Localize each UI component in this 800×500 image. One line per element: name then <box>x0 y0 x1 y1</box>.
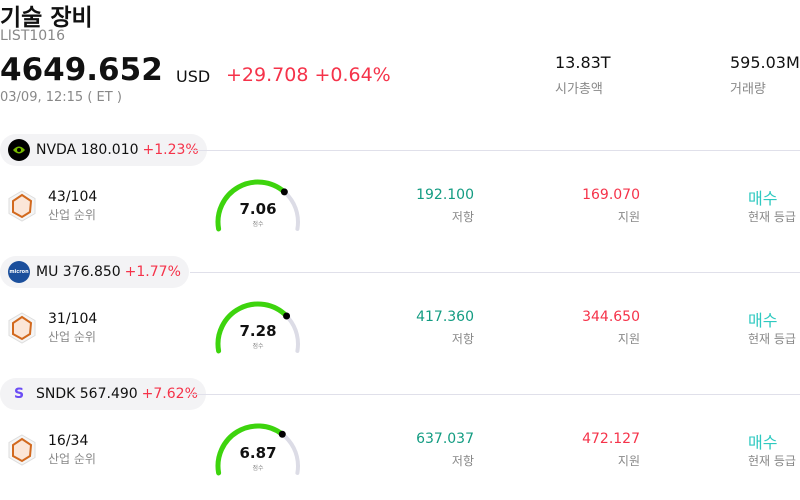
resistance-label: 저항 <box>451 210 474 224</box>
volume-label: 거래량 <box>730 82 766 97</box>
rating-label: 현재 등급 <box>748 210 796 224</box>
support-value: 472.127 <box>582 431 640 447</box>
resistance-value: 192.100 <box>416 187 474 203</box>
resistance-value: 417.360 <box>416 309 474 325</box>
industry-rank: 31/104 <box>48 311 98 327</box>
ticker-change: +7.62% <box>141 386 198 402</box>
list-code: LIST1016 <box>0 28 65 44</box>
stock-chip[interactable]: NVDA 180.010 +1.23% <box>0 134 207 166</box>
resistance-value: 637.037 <box>416 431 474 447</box>
nvidia-logo <box>8 139 30 161</box>
timestamp: 03/09, 12:15 ( ET ) <box>0 90 122 105</box>
gauge-marker <box>280 188 288 196</box>
gauge-marker <box>278 430 286 438</box>
market-cap-label: 시가총액 <box>555 82 603 97</box>
support-value: 169.070 <box>582 187 640 203</box>
stock-section: S SNDK 567.490 +7.62% 16/34 산업 순위 6.87 점… <box>0 378 800 500</box>
score-value: 7.28 <box>239 322 277 340</box>
ticker-price: NVDA 180.010 <box>36 142 139 158</box>
volume-value: 595.03M <box>730 53 800 72</box>
stock-chip[interactable]: micron MU 376.850 +1.77% <box>0 256 189 288</box>
score-label: 점수 <box>252 465 264 472</box>
score-gauge <box>215 301 300 354</box>
sandisk-logo: S <box>8 383 30 405</box>
industry-rank-icon <box>8 312 36 344</box>
industry-rank: 16/34 <box>48 433 89 449</box>
stock-section: NVDA 180.010 +1.23% 43/104 산업 순위 7.06 점수… <box>0 134 800 256</box>
rating-label: 현재 등급 <box>748 332 796 346</box>
gauge-fill <box>215 423 285 476</box>
score-gauge <box>215 179 300 232</box>
ticker-price: SNDK 567.490 <box>36 386 138 402</box>
divider <box>190 394 800 395</box>
rating-label: 현재 등급 <box>748 454 796 468</box>
rating-value: 매수 <box>748 433 778 452</box>
stock-chip[interactable]: S SNDK 567.490 +7.62% <box>0 378 206 410</box>
stock-section: micron MU 376.850 +1.77% 31/104 산업 순위 7.… <box>0 256 800 378</box>
support-label: 지원 <box>617 454 640 468</box>
ticker-change: +1.23% <box>142 142 199 158</box>
score-value: 6.87 <box>239 444 277 462</box>
price-change: +29.708 +0.64% <box>226 64 391 86</box>
resistance-label: 저항 <box>451 454 474 468</box>
score-value: 7.06 <box>239 200 277 218</box>
score-gauge <box>215 423 300 476</box>
gauge-fill <box>215 179 287 232</box>
micron-logo: micron <box>8 261 30 283</box>
gauge-marker <box>283 312 291 320</box>
industry-rank-icon <box>8 434 36 466</box>
score-label: 점수 <box>252 343 264 350</box>
score-label: 점수 <box>252 221 264 228</box>
rating-value: 매수 <box>748 189 778 208</box>
gauge-fill <box>215 301 290 354</box>
industry-rank-label: 산업 순위 <box>48 330 96 344</box>
industry-rank-icon <box>8 190 36 222</box>
industry-rank-label: 산업 순위 <box>48 452 96 466</box>
rating-value: 매수 <box>748 311 778 330</box>
industry-rank-label: 산업 순위 <box>48 208 96 222</box>
industry-rank: 43/104 <box>48 189 98 205</box>
support-label: 지원 <box>617 332 640 346</box>
divider <box>190 272 800 273</box>
index-price: 4649.652 <box>0 52 163 88</box>
currency: USD <box>176 67 211 86</box>
support-value: 344.650 <box>582 309 640 325</box>
market-cap-value: 13.83T <box>555 53 611 72</box>
resistance-label: 저항 <box>451 332 474 346</box>
ticker-change: +1.77% <box>124 264 181 280</box>
divider <box>190 150 800 151</box>
support-label: 지원 <box>617 210 640 224</box>
page-title: 기술 장비 <box>0 5 93 31</box>
ticker-price: MU 376.850 <box>36 264 121 280</box>
